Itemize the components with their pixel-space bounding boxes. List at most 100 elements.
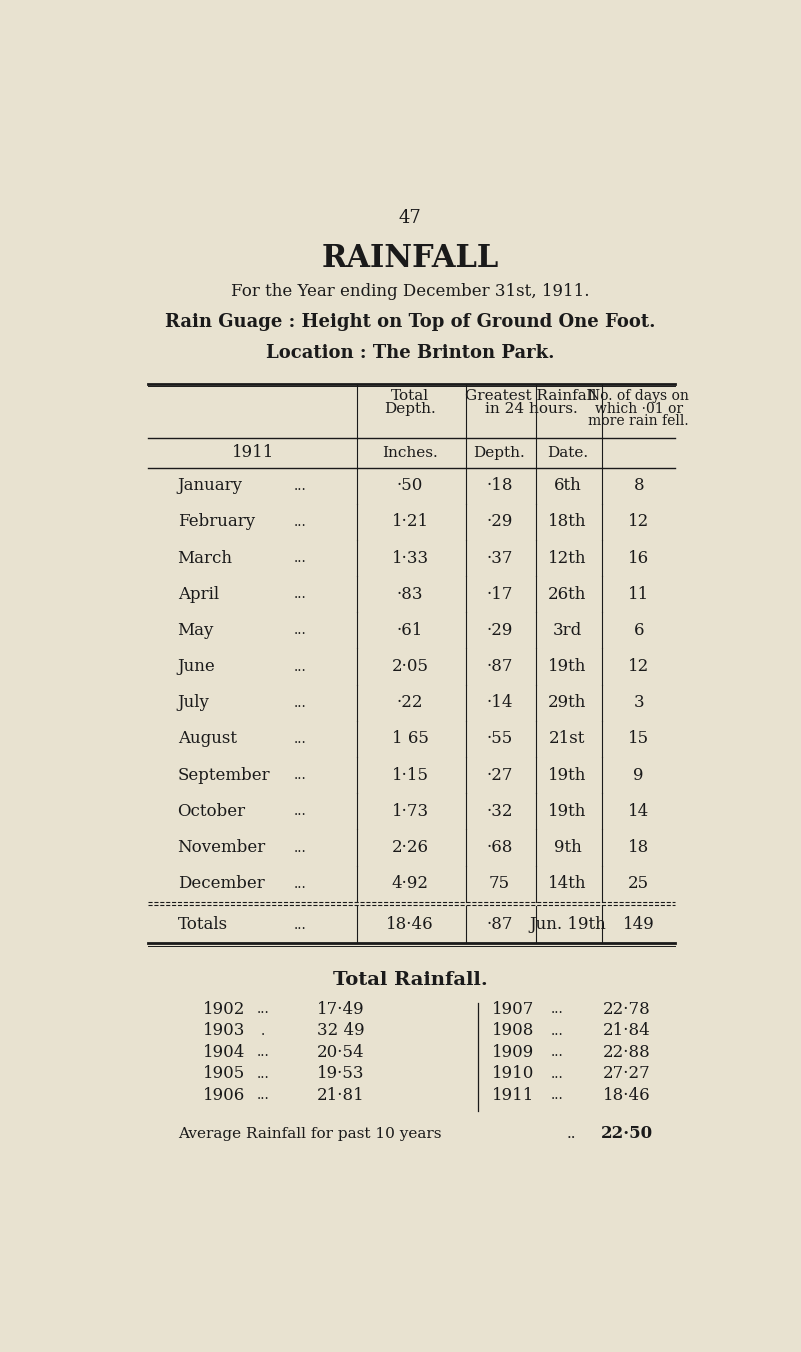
Text: August: August	[178, 730, 236, 748]
Text: 1907: 1907	[492, 1000, 534, 1018]
Text: ...: ...	[294, 587, 307, 602]
Text: 3rd: 3rd	[553, 622, 582, 639]
Text: 32 49: 32 49	[316, 1022, 364, 1040]
Text: ...: ...	[551, 1023, 564, 1038]
Text: ...: ...	[551, 1088, 564, 1102]
Text: 1911: 1911	[492, 1087, 534, 1105]
Text: ...: ...	[294, 623, 307, 637]
Text: February: February	[178, 514, 255, 530]
Text: ·17: ·17	[486, 585, 513, 603]
Text: 1910: 1910	[492, 1065, 534, 1083]
Text: 14th: 14th	[548, 875, 586, 892]
Text: October: October	[178, 803, 246, 819]
Text: January: January	[178, 477, 243, 493]
Text: 149: 149	[623, 917, 654, 933]
Text: ·18: ·18	[486, 477, 513, 493]
Text: June: June	[178, 658, 215, 675]
Text: 18th: 18th	[548, 514, 586, 530]
Text: Rain Guage : Height on Top of Ground One Foot.: Rain Guage : Height on Top of Ground One…	[165, 314, 655, 331]
Text: 18: 18	[628, 840, 650, 856]
Text: 21st: 21st	[549, 730, 586, 748]
Text: 21·81: 21·81	[316, 1087, 364, 1105]
Text: ...: ...	[294, 731, 307, 746]
Text: ·27: ·27	[486, 767, 513, 784]
Text: 16: 16	[628, 549, 650, 566]
Text: July: July	[178, 695, 210, 711]
Text: 1·33: 1·33	[392, 549, 429, 566]
Text: 21·84: 21·84	[603, 1022, 651, 1040]
Text: ...: ...	[294, 515, 307, 529]
Text: Totals: Totals	[178, 917, 227, 933]
Text: 14: 14	[628, 803, 650, 819]
Text: ...: ...	[294, 696, 307, 710]
Text: in 24 hours.: in 24 hours.	[485, 402, 578, 415]
Text: ...: ...	[294, 552, 307, 565]
Text: RAINFALL: RAINFALL	[321, 243, 499, 274]
Text: Jun. 19th: Jun. 19th	[529, 917, 606, 933]
Text: ·68: ·68	[486, 840, 513, 856]
Text: 1·73: 1·73	[392, 803, 429, 819]
Text: 19th: 19th	[548, 658, 586, 675]
Text: ...: ...	[551, 1002, 564, 1017]
Text: September: September	[178, 767, 270, 784]
Text: March: March	[178, 549, 232, 566]
Text: 9th: 9th	[553, 840, 582, 856]
Text: ·29: ·29	[486, 514, 513, 530]
Text: 22·88: 22·88	[603, 1044, 651, 1061]
Text: 1·15: 1·15	[392, 767, 429, 784]
Text: ...: ...	[294, 841, 307, 854]
Text: 19th: 19th	[548, 767, 586, 784]
Text: 1·21: 1·21	[392, 514, 429, 530]
Text: ...: ...	[294, 768, 307, 783]
Text: Depth.: Depth.	[473, 446, 525, 460]
Text: ...: ...	[551, 1045, 564, 1060]
Text: Date.: Date.	[547, 446, 588, 460]
Text: 47: 47	[399, 208, 421, 227]
Text: ...: ...	[256, 1067, 269, 1080]
Text: Total: Total	[391, 388, 429, 403]
Text: 22·50: 22·50	[601, 1125, 653, 1142]
Text: 19·53: 19·53	[316, 1065, 364, 1083]
Text: ...: ...	[294, 479, 307, 492]
Text: 6th: 6th	[553, 477, 582, 493]
Text: ·14: ·14	[486, 695, 513, 711]
Text: ...: ...	[294, 918, 307, 932]
Text: Inches.: Inches.	[382, 446, 438, 460]
Text: 1903: 1903	[203, 1022, 246, 1040]
Text: 15: 15	[628, 730, 650, 748]
Text: ·50: ·50	[397, 477, 423, 493]
Text: ·22: ·22	[396, 695, 424, 711]
Text: 19th: 19th	[548, 803, 586, 819]
Text: 1902: 1902	[203, 1000, 246, 1018]
Text: 27·27: 27·27	[603, 1065, 651, 1083]
Text: ...: ...	[551, 1067, 564, 1080]
Text: Total Rainfall.: Total Rainfall.	[332, 971, 488, 988]
Text: ·61: ·61	[397, 622, 423, 639]
Text: ...: ...	[256, 1088, 269, 1102]
Text: 11: 11	[628, 585, 650, 603]
Text: December: December	[178, 875, 264, 892]
Text: 20·54: 20·54	[316, 1044, 364, 1061]
Text: 1908: 1908	[492, 1022, 534, 1040]
Text: No. of days on: No. of days on	[588, 388, 689, 403]
Text: ·87: ·87	[486, 658, 513, 675]
Text: ·37: ·37	[486, 549, 513, 566]
Text: Average Rainfall for past 10 years: Average Rainfall for past 10 years	[178, 1128, 441, 1141]
Text: 17·49: 17·49	[316, 1000, 364, 1018]
Text: ...: ...	[256, 1002, 269, 1017]
Text: ...: ...	[294, 804, 307, 818]
Text: ·83: ·83	[396, 585, 424, 603]
Text: 25: 25	[628, 875, 650, 892]
Text: more rain fell.: more rain fell.	[589, 414, 689, 429]
Text: Greatest Rainfall: Greatest Rainfall	[465, 388, 597, 403]
Text: 2·26: 2·26	[392, 840, 429, 856]
Text: 1 65: 1 65	[392, 730, 429, 748]
Text: 22·78: 22·78	[603, 1000, 651, 1018]
Text: 26th: 26th	[548, 585, 586, 603]
Text: 1909: 1909	[492, 1044, 533, 1061]
Text: November: November	[178, 840, 266, 856]
Text: 8: 8	[634, 477, 644, 493]
Text: 1905: 1905	[203, 1065, 245, 1083]
Text: which ·01 or: which ·01 or	[594, 402, 682, 415]
Text: ...: ...	[294, 660, 307, 673]
